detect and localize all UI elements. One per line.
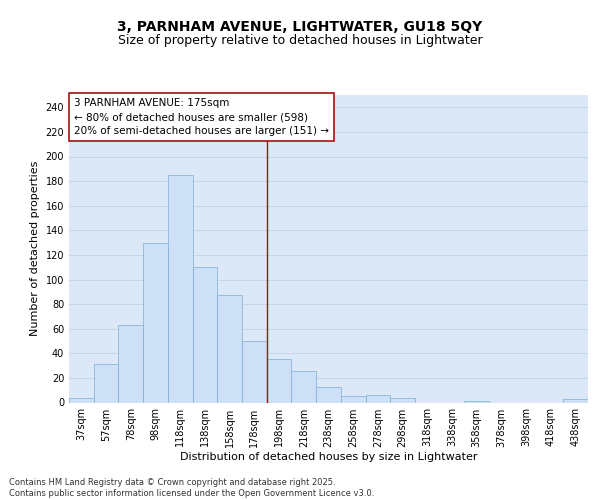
Text: Contains HM Land Registry data © Crown copyright and database right 2025.
Contai: Contains HM Land Registry data © Crown c… [9,478,374,498]
Bar [118,325,143,402]
Text: Size of property relative to detached houses in Lightwater: Size of property relative to detached ho… [118,34,482,47]
Bar [316,386,341,402]
Bar [563,399,588,402]
Bar [390,398,415,402]
Text: 3, PARNHAM AVENUE, LIGHTWATER, GU18 5QY: 3, PARNHAM AVENUE, LIGHTWATER, GU18 5QY [118,20,482,34]
Bar [242,341,267,402]
Bar [267,360,292,403]
Bar [365,395,390,402]
Bar [168,175,193,402]
Bar [341,396,365,402]
Y-axis label: Number of detached properties: Number of detached properties [30,161,40,336]
Bar [193,267,217,402]
Text: 3 PARNHAM AVENUE: 175sqm
← 80% of detached houses are smaller (598)
20% of semi-: 3 PARNHAM AVENUE: 175sqm ← 80% of detach… [74,98,329,136]
Bar [94,364,118,403]
Bar [143,242,168,402]
Bar [292,370,316,402]
Bar [217,296,242,403]
X-axis label: Distribution of detached houses by size in Lightwater: Distribution of detached houses by size … [180,452,477,462]
Bar [69,398,94,402]
